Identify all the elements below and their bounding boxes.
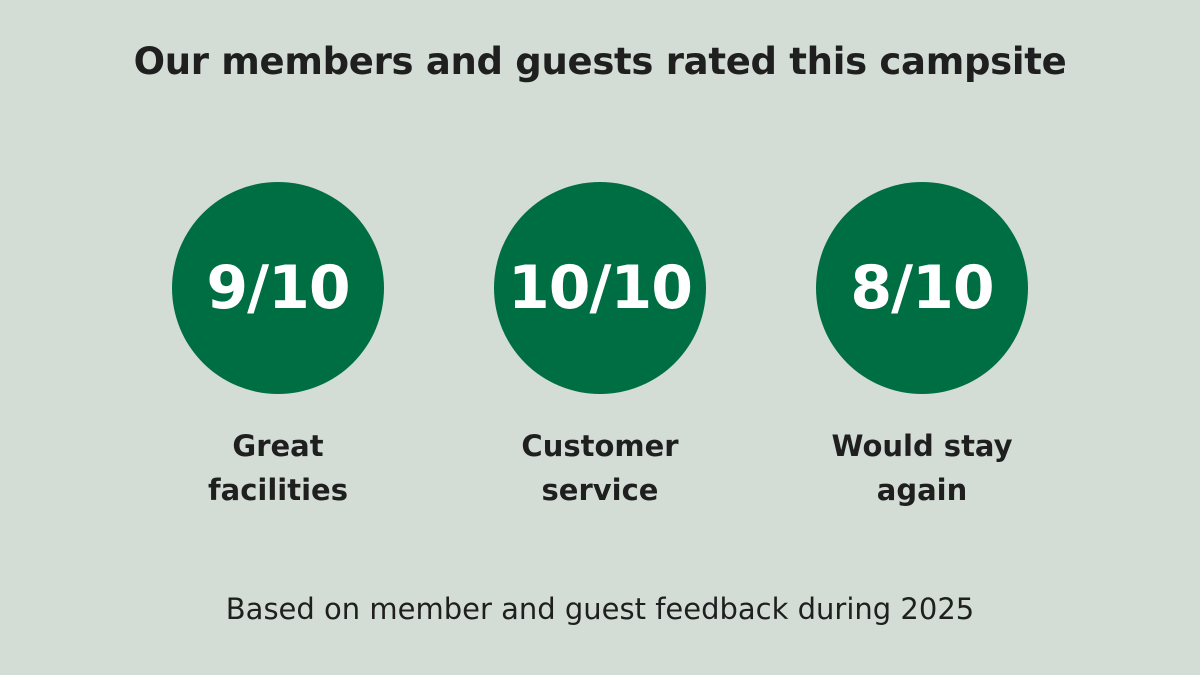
rating-label-line: Would stay (831, 429, 1013, 463)
rating-great-facilities: 9/10 Great facilities (172, 182, 384, 512)
rating-label-line: facilities (208, 473, 348, 507)
rating-label-line: again (876, 473, 968, 507)
rating-label: Would stay again (776, 424, 1068, 512)
rating-label: Great facilities (132, 424, 424, 512)
rating-would-stay-again: 8/10 Would stay again (816, 182, 1028, 512)
score-badge: 8/10 (816, 182, 1028, 394)
rating-customer-service: 10/10 Customer service (494, 182, 706, 512)
page-title: Our members and guests rated this campsi… (133, 40, 1067, 83)
footer-note: Based on member and guest feedback durin… (225, 592, 975, 626)
rating-label: Customer service (454, 424, 746, 512)
rating-label-line: service (541, 473, 659, 507)
rating-label-line: Customer (521, 429, 679, 463)
score-badge: 10/10 (494, 182, 706, 394)
score-badge: 9/10 (172, 182, 384, 394)
rating-label-line: Great (232, 429, 324, 463)
